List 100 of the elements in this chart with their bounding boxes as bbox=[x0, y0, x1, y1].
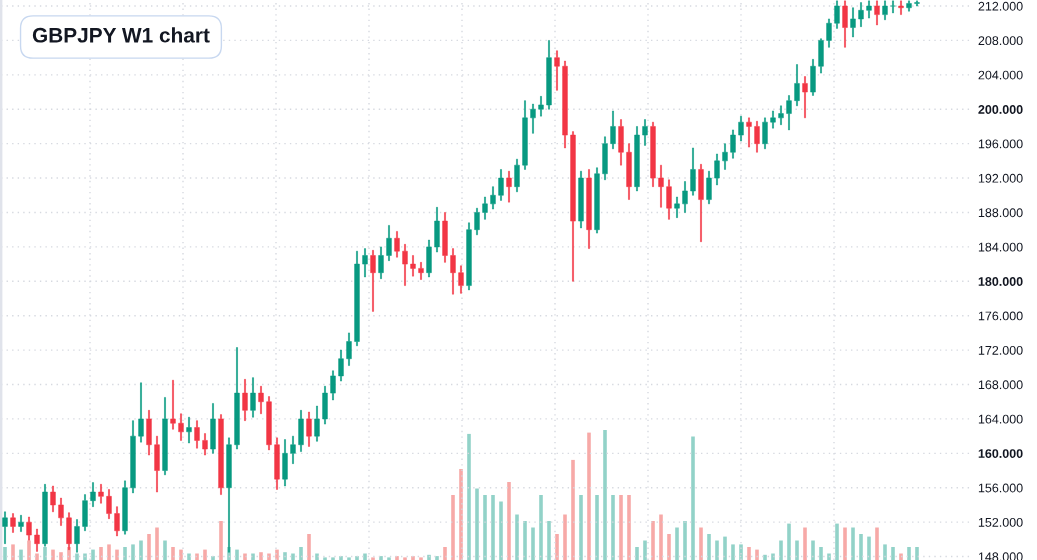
bar bbox=[747, 547, 751, 560]
candlestick bbox=[298, 410, 304, 452]
y-tick-label: 180.000 bbox=[978, 277, 1023, 286]
bar bbox=[403, 557, 407, 560]
bar bbox=[347, 557, 351, 560]
candlestick bbox=[538, 96, 544, 117]
y-tick-label: 184.000 bbox=[978, 242, 1023, 252]
bar bbox=[411, 556, 415, 560]
bar bbox=[851, 527, 855, 560]
bar bbox=[699, 527, 703, 560]
candlestick bbox=[322, 385, 328, 425]
bar bbox=[667, 534, 671, 560]
candlestick bbox=[586, 169, 592, 249]
bar bbox=[171, 547, 175, 560]
candlestick bbox=[714, 153, 720, 186]
bar bbox=[123, 547, 127, 560]
bar bbox=[3, 547, 7, 560]
candlestick bbox=[306, 411, 312, 447]
candlestick bbox=[570, 131, 576, 282]
bar bbox=[611, 495, 615, 560]
candlestick bbox=[530, 103, 536, 134]
bar bbox=[267, 553, 271, 560]
y-tick-label: 208.000 bbox=[978, 36, 1023, 46]
candlestick bbox=[690, 147, 696, 196]
bar bbox=[43, 547, 47, 560]
candlestick bbox=[666, 179, 672, 220]
candlestick bbox=[90, 482, 96, 507]
bar bbox=[355, 556, 359, 560]
candlestick bbox=[106, 489, 112, 519]
bar bbox=[131, 544, 135, 560]
bar bbox=[507, 482, 511, 560]
bar bbox=[491, 495, 495, 560]
bar bbox=[891, 547, 895, 560]
y-tick-label: 212.000 bbox=[978, 1, 1023, 11]
bar bbox=[115, 549, 119, 560]
candlestick bbox=[770, 110, 776, 129]
bar bbox=[603, 430, 607, 560]
bar bbox=[595, 495, 599, 560]
candlestick bbox=[426, 239, 432, 278]
candlestick bbox=[330, 370, 336, 401]
candlestick bbox=[810, 59, 816, 96]
candlestick bbox=[482, 196, 488, 220]
bar bbox=[395, 556, 399, 560]
candlestick bbox=[274, 437, 280, 490]
candlestick bbox=[650, 121, 656, 187]
candlestick bbox=[594, 167, 600, 234]
candlestick bbox=[698, 164, 704, 242]
bar bbox=[75, 553, 79, 560]
text: GBPJPY W1 chart bbox=[32, 27, 210, 43]
candlestick bbox=[242, 379, 248, 421]
candlestick bbox=[730, 129, 736, 159]
bar bbox=[675, 527, 679, 560]
bar bbox=[459, 469, 463, 560]
bar bbox=[875, 527, 879, 560]
candlestick bbox=[498, 169, 504, 201]
candlestick bbox=[386, 225, 392, 261]
bar bbox=[771, 553, 775, 560]
bar bbox=[363, 553, 367, 560]
bar bbox=[835, 523, 839, 560]
bar bbox=[323, 557, 327, 560]
bar bbox=[659, 514, 663, 560]
candlestick bbox=[258, 385, 264, 415]
bar bbox=[587, 432, 591, 560]
bar bbox=[331, 557, 335, 560]
bar bbox=[499, 501, 503, 560]
bar bbox=[11, 544, 15, 560]
candlestick bbox=[10, 513, 16, 533]
bar bbox=[731, 544, 735, 560]
bar bbox=[107, 544, 111, 560]
candlestick bbox=[850, 7, 856, 38]
bar bbox=[563, 514, 567, 560]
bar bbox=[915, 547, 919, 560]
candlestick bbox=[2, 511, 8, 544]
bar bbox=[795, 540, 799, 560]
bar bbox=[187, 553, 191, 560]
candlestick bbox=[250, 377, 256, 418]
bar bbox=[651, 521, 655, 560]
bar bbox=[803, 527, 807, 560]
bar bbox=[707, 534, 711, 560]
candlestick bbox=[858, 2, 864, 27]
candlestick bbox=[234, 347, 240, 450]
candlestick bbox=[874, 0, 880, 26]
bar bbox=[827, 553, 831, 560]
y-tick-label: 192.000 bbox=[978, 173, 1023, 183]
bar bbox=[219, 521, 223, 560]
bar bbox=[27, 540, 31, 560]
candlestick bbox=[474, 207, 480, 236]
candlestick bbox=[890, 0, 896, 14]
candlestick bbox=[554, 50, 560, 91]
candlestick bbox=[194, 420, 200, 449]
candlestick bbox=[154, 435, 160, 493]
candlestick bbox=[578, 170, 584, 229]
bar bbox=[83, 553, 87, 560]
bar bbox=[547, 521, 551, 560]
bar bbox=[251, 553, 255, 560]
y-tick-label: 156.000 bbox=[978, 483, 1023, 493]
candlestick bbox=[546, 40, 552, 110]
candlestick bbox=[314, 405, 320, 442]
bar bbox=[899, 553, 903, 560]
candlestick bbox=[506, 170, 512, 203]
